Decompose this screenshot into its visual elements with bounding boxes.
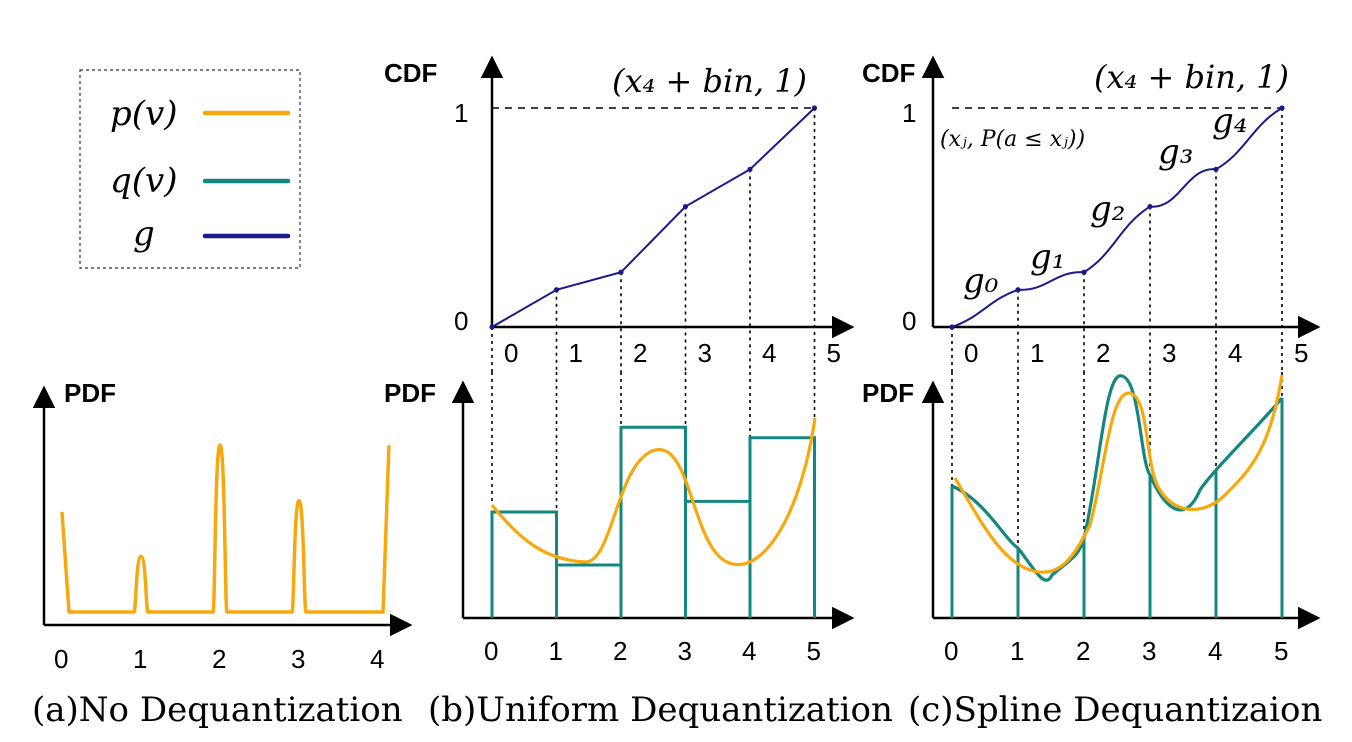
panel-c-segment-label-2: g₂ <box>1090 189 1125 229</box>
panel-b-pdf-xtick-2: 2 <box>613 636 627 666</box>
panel-c-cdf-xtick-5: 5 <box>1294 338 1308 368</box>
panel-b-cdf-xtick-0: 0 <box>504 338 518 368</box>
panel-c-cdf-xtick-0: 0 <box>964 338 978 368</box>
panel-c-cdf-knot-5 <box>1279 105 1285 111</box>
panel-c-cdf-xtick-4: 4 <box>1228 338 1242 368</box>
panel-c-cdf-knot-0 <box>949 324 955 330</box>
panel-b-cdf-knot-1 <box>553 287 560 293</box>
panel-c-pdf-label: PDF <box>862 378 914 408</box>
panel-c-cdf-xtick-1: 1 <box>1030 338 1044 368</box>
panel-c-p-curve <box>953 374 1284 574</box>
panel-b-pdf-xtick-1: 1 <box>549 636 563 666</box>
panel-c-cdf-knot-4 <box>1213 166 1219 172</box>
panel-c-pdf-xtick-1: 1 <box>1010 636 1024 666</box>
panel-b-p-curve <box>490 417 817 567</box>
panel-a-p-curve <box>60 443 391 614</box>
panel-b-cdf-label: CDF <box>384 58 437 88</box>
panel-b-cdf-knot-5 <box>811 105 818 111</box>
panel-c-cdf-xtick-2: 2 <box>1096 338 1110 368</box>
panel-b-cdf-ytick-0: 0 <box>454 306 468 336</box>
panel-c-cdf-label: CDF <box>862 58 915 88</box>
panel-c-segment-label-1: g₁ <box>1030 237 1065 277</box>
panel-b-cdf-knot-2 <box>618 269 624 275</box>
legend-label-q: q(v) <box>110 161 178 201</box>
panel-b-cdf-xtick-5: 5 <box>827 338 841 368</box>
legend-label-g: g <box>133 214 155 254</box>
panel-b-pdf-xtick-5: 5 <box>807 636 821 666</box>
panel-c-cdf-ytick-0: 0 <box>902 306 916 336</box>
panel-b-cdf-ytick-1: 1 <box>454 98 468 128</box>
panel-b-cdf-xtick-1: 1 <box>569 338 583 368</box>
panel-c-cdf-xtick-3: 3 <box>1162 338 1176 368</box>
panel-b-cdf-knot-3 <box>682 203 689 210</box>
panel-a-pdf-label: PDF <box>64 378 116 408</box>
panel-b-pdf-xtick-3: 3 <box>678 636 692 666</box>
panel-c-cdf-knot-3 <box>1147 203 1153 210</box>
panel-a-xtick-1: 1 <box>133 644 147 674</box>
panel-b-cdf-xtick-4: 4 <box>762 338 776 368</box>
panel-b-cdf-knot-0 <box>489 324 495 330</box>
panel-c-end-point-label: (x₄ + bin, 1) <box>1094 58 1289 96</box>
panel-c-pdf-xtick-3: 3 <box>1142 636 1156 666</box>
panel-b-caption: (b)Uniform Dequantization <box>428 690 893 730</box>
panel-c-cdf-knot-1 <box>1015 287 1021 293</box>
panel-b-pdf-xtick-0: 0 <box>484 636 498 666</box>
panel-b-cdf-xtick-3: 3 <box>698 338 712 368</box>
panel-a-xtick-2: 2 <box>212 644 226 674</box>
panel-c: CDF 0 1 (x₄ + bin, 1) (xⱼ, P(a ≤ xⱼ)) 0 1… <box>862 55 1322 730</box>
panel-a-caption: (a)No Dequantization <box>32 690 403 730</box>
panel-c-segment-label-4: g₄ <box>1212 101 1247 141</box>
panel-b-q-histogram <box>490 425 816 618</box>
panel-c-pdf-xtick-2: 2 <box>1076 636 1090 666</box>
legend-box <box>79 69 301 269</box>
panel-a: PDF 0 1 2 3 4 (a)No Dequantization <box>32 378 413 730</box>
panel-b-pdf-label: PDF <box>384 378 436 408</box>
panel-c-pdf-xtick-0: 0 <box>944 636 958 666</box>
panel-c-cdf-knot-2 <box>1081 269 1087 275</box>
panel-a-xtick-0: 0 <box>54 644 68 674</box>
panel-c-segment-label-3: g₃ <box>1158 132 1193 172</box>
panel-a-xtick-4: 4 <box>370 644 384 674</box>
panel-c-pdf-xtick-4: 4 <box>1208 636 1222 666</box>
panel-b-cdf-g-curve <box>491 107 816 328</box>
legend: p(v) q(v) g <box>79 69 301 269</box>
panel-c-point-label: (xⱼ, P(a ≤ xⱼ)) <box>940 127 1085 152</box>
panel-b-end-point-label: (x₄ + bin, 1) <box>612 62 807 100</box>
panel-c-cdf-ytick-1: 1 <box>902 98 916 128</box>
panel-b-cdf-xtick-2: 2 <box>633 338 647 368</box>
legend-label-p: p(v) <box>110 94 178 134</box>
panel-b-pdf-xtick-4: 4 <box>742 636 756 666</box>
panel-c-caption: (c)Spline Dequantizaion <box>908 690 1322 730</box>
panel-c-pdf-xtick-5: 5 <box>1274 636 1288 666</box>
panel-c-q-curve <box>951 374 1284 582</box>
panel-c-segment-label-0: g₀ <box>963 261 999 301</box>
panel-b-cdf-knot-4 <box>747 166 753 172</box>
panel-a-xtick-3: 3 <box>291 644 305 674</box>
